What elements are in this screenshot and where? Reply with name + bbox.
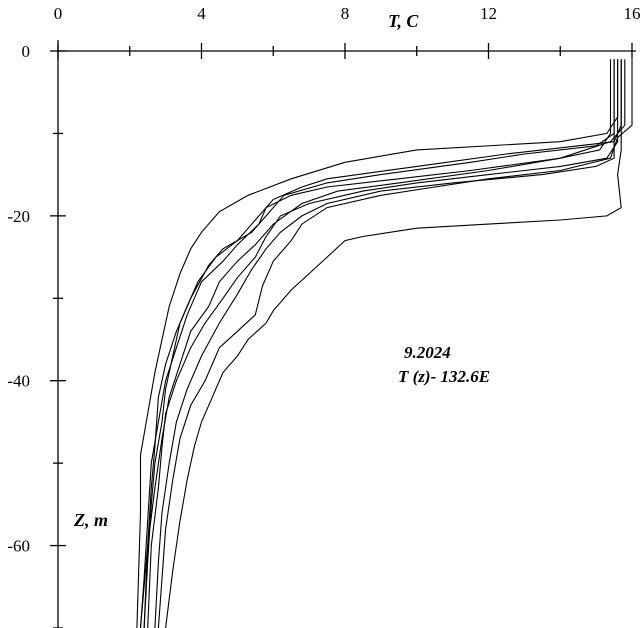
profile-line-7: [154, 59, 615, 628]
x-tick-label: 4: [197, 4, 206, 23]
profile-line-5: [139, 59, 612, 628]
x-tick-label: 16: [624, 4, 641, 23]
profile-line-6: [147, 59, 619, 628]
profile-line-2: [143, 59, 622, 628]
y-tick-label: -20: [7, 207, 30, 226]
profile-line-4: [139, 59, 626, 628]
annotation-date: 9.2024: [404, 343, 451, 362]
tick-labels: 0 4 8 12 16 0 -20 -40 -60: [7, 4, 640, 556]
y-axis-title: Z, m: [73, 510, 108, 530]
x-tick-label: 0: [54, 4, 63, 23]
profile-line-9: [165, 59, 622, 628]
axes: [57, 40, 636, 628]
y-tick-label: -40: [7, 372, 30, 391]
x-axis-title: T, C: [388, 11, 419, 31]
profile-line-1: [136, 59, 619, 628]
annotation-location: T (z)- 132.6E: [398, 367, 490, 386]
tick-marks: [50, 43, 633, 628]
x-tick-label: 12: [480, 4, 497, 23]
y-tick-label: -60: [7, 537, 30, 556]
profile-line-8: [157, 59, 633, 628]
y-tick-label: 0: [22, 42, 31, 61]
x-tick-label: 8: [341, 4, 350, 23]
profile-line-3: [143, 59, 615, 628]
temperature-profiles: [136, 59, 633, 628]
